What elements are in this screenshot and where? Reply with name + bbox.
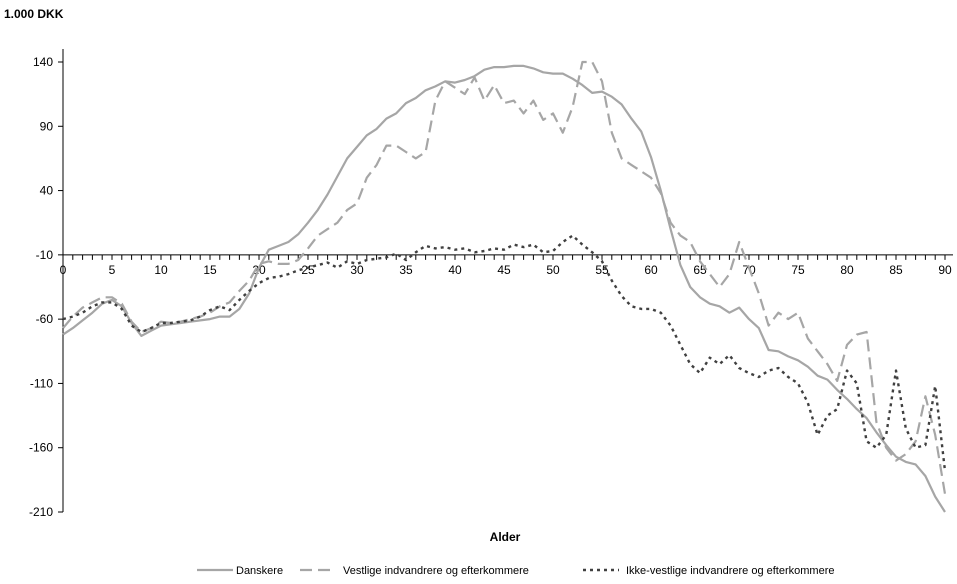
y-tick-label: -60 <box>36 312 54 326</box>
y-tick-label: 140 <box>33 55 53 69</box>
legend-label-3: Ikke-vestlige indvandrere og efterkommer… <box>626 565 834 577</box>
x-tick-label: 35 <box>399 263 413 277</box>
y-tick-label: -110 <box>30 376 53 390</box>
x-axis-title: Alder <box>490 530 521 544</box>
y-tick-label: -10 <box>36 248 54 262</box>
x-tick-label: 30 <box>350 263 364 277</box>
y-ticks: 140 90 40 -10 -60 -110 -160 -210 <box>29 55 63 519</box>
x-tick-label: 15 <box>203 263 217 277</box>
legend-label-2: Vestlige indvandrere og efterkommere <box>343 565 529 577</box>
y-tick-label: 40 <box>40 184 54 198</box>
x-tick-label: 75 <box>791 263 805 277</box>
x-tick-label: 25 <box>301 263 315 277</box>
x-ticks: 0 5 10 15 20 25 30 35 40 45 50 55 60 65 70 75 80 85 90 <box>60 254 952 277</box>
x-tick-label: 65 <box>693 263 707 277</box>
x-tick-label: 10 <box>154 263 168 277</box>
x-tick-label: 80 <box>840 263 854 277</box>
x-tick-label: 85 <box>889 263 903 277</box>
series-line-2 <box>62 60 947 495</box>
series-lines <box>62 60 947 513</box>
series-line-3 <box>62 234 947 472</box>
legend: Danskere Vestlige indvandrere og efterkom… <box>197 565 834 577</box>
x-tick-label: 90 <box>938 263 952 277</box>
x-tick-label: 5 <box>109 263 116 277</box>
series-line-1 <box>62 64 946 513</box>
x-tick-label: 50 <box>546 263 560 277</box>
y-tick-label: 90 <box>40 119 54 133</box>
unit-label: 1.000 DKK <box>4 7 64 21</box>
x-tick-label: 55 <box>595 263 609 277</box>
x-tick-label: 0 <box>60 263 67 277</box>
legend-label-1: Danskere <box>236 565 283 577</box>
x-tick-label: 45 <box>497 263 511 277</box>
y-tick-label: -210 <box>29 505 53 519</box>
x-tick-label: 60 <box>644 263 658 277</box>
x-tick-label: 40 <box>448 263 462 277</box>
y-tick-label: -160 <box>29 441 53 455</box>
